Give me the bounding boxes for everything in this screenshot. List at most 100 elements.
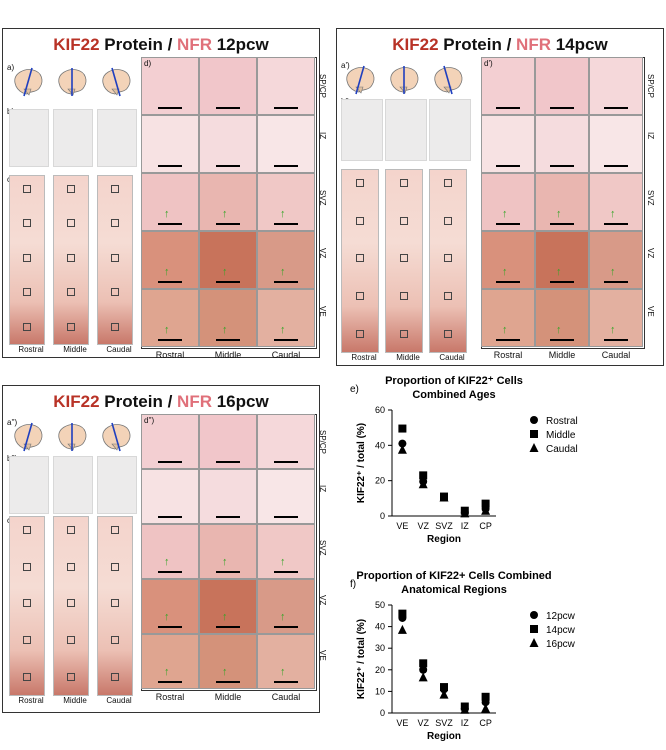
green-arrow: ↑ xyxy=(280,324,286,336)
zone-label: VZ xyxy=(318,594,327,605)
roi-box xyxy=(111,636,119,645)
scale-bar xyxy=(216,681,240,683)
roi-box xyxy=(356,179,364,187)
zone-label: VE xyxy=(646,306,655,317)
zone-label: SVZ xyxy=(318,190,327,206)
column-label: Rostral xyxy=(18,345,44,354)
chart-panel-label: f) xyxy=(350,579,356,590)
gene-name: KIF22 xyxy=(392,35,439,54)
y-tick-label: 40 xyxy=(375,622,385,632)
y-axis-label: KIF22⁺ / total (%) xyxy=(356,619,367,699)
legend-marker xyxy=(530,416,538,424)
zone-label: VE xyxy=(318,649,327,661)
image-cell xyxy=(481,115,535,173)
roi-box xyxy=(67,526,75,534)
data-point xyxy=(439,689,449,699)
green-arrow: ↑ xyxy=(280,611,286,623)
image-cell xyxy=(199,173,257,231)
scale-bar xyxy=(496,223,520,225)
column-label: Caudal xyxy=(106,345,132,354)
roi-box xyxy=(356,216,364,225)
scale-bar xyxy=(274,339,298,341)
scale-bar xyxy=(216,626,240,628)
label-a: a'') xyxy=(7,418,18,427)
green-arrow: ↑ xyxy=(502,266,508,278)
x-tick-label: SVZ xyxy=(435,718,453,728)
roi-box xyxy=(23,185,31,193)
brain-diagram xyxy=(99,67,133,97)
data-point xyxy=(398,609,407,618)
panel-14pcw: KIF22 Protein / NFR 14pcw a')b')c')d')Ro… xyxy=(336,28,664,366)
legend-label: Middle xyxy=(546,430,576,441)
legend-marker xyxy=(529,443,539,452)
scale-bar xyxy=(274,223,298,225)
title-mid: Protein / xyxy=(99,35,178,54)
roi-box xyxy=(444,329,452,338)
cortex-column xyxy=(341,169,379,353)
roi-box xyxy=(400,329,408,338)
green-arrow: ↑ xyxy=(556,208,562,220)
roi-box xyxy=(67,185,75,193)
image-cell xyxy=(199,524,257,579)
roi-box xyxy=(67,219,75,228)
stain-name: NFR xyxy=(516,35,551,54)
y-tick-label: 0 xyxy=(380,511,385,521)
y-tick-label: 40 xyxy=(375,440,385,450)
stain-name: NFR xyxy=(177,392,212,411)
scale-bar xyxy=(274,281,298,283)
chart-f-svg: f)Proportion of KIF22+ Cells Combined Ana… xyxy=(350,570,576,742)
scale-bar xyxy=(496,339,520,341)
scale-bar xyxy=(158,107,182,109)
green-arrow: ↑ xyxy=(164,324,170,336)
scale-bar xyxy=(550,107,574,109)
scale-bar xyxy=(216,461,240,463)
scale-bar xyxy=(216,223,240,225)
scale-bar xyxy=(496,281,520,283)
x-tick-label: VE xyxy=(396,521,408,531)
zone-label: VZ xyxy=(646,248,655,259)
scale-bar xyxy=(550,339,574,341)
data-point xyxy=(418,479,428,489)
green-arrow: ↑ xyxy=(610,208,616,220)
image-cell xyxy=(535,231,589,289)
x-tick-label: VZ xyxy=(417,718,429,728)
grid-column-label: Middle xyxy=(214,692,242,702)
zone-label: SVZ xyxy=(318,539,327,556)
data-point xyxy=(397,624,407,634)
roi-box xyxy=(111,185,119,193)
roi-box xyxy=(67,322,75,331)
green-arrow: ↑ xyxy=(280,266,286,278)
roi-box xyxy=(67,288,75,297)
column-label: Rostral xyxy=(351,353,377,362)
cortex-column xyxy=(385,169,423,353)
roi-box xyxy=(111,672,119,681)
gene-name: KIF22 xyxy=(53,35,100,54)
scale-bar xyxy=(158,223,182,225)
x-tick-label: IZ xyxy=(461,718,470,728)
zone-label: SP/CP xyxy=(646,74,655,99)
roi-box xyxy=(23,672,31,681)
section-image xyxy=(53,456,93,514)
brain-diagram xyxy=(387,65,421,95)
image-cell xyxy=(535,115,589,173)
label-d: d) xyxy=(144,59,152,68)
image-cell xyxy=(257,289,315,347)
y-tick-label: 10 xyxy=(375,686,385,696)
image-cell xyxy=(199,57,257,115)
scale-bar xyxy=(604,165,628,167)
scale-bar xyxy=(274,626,298,628)
scale-bar xyxy=(216,165,240,167)
green-arrow: ↑ xyxy=(610,266,616,278)
image-cell xyxy=(257,231,315,289)
roi-box xyxy=(444,292,452,301)
data-point xyxy=(440,683,448,692)
brain-diagram xyxy=(99,422,133,452)
grid-column-label: Rostral xyxy=(493,350,523,360)
title-mid: Protein / xyxy=(99,392,178,411)
panel-title: KIF22 Protein / NFR 12pcw xyxy=(3,35,319,55)
green-arrow: ↑ xyxy=(280,208,286,220)
cortex-column xyxy=(97,175,133,345)
scale-bar xyxy=(550,223,574,225)
chart-title: Proportion of KIF22+ Cells Combined xyxy=(356,570,551,582)
roi-box xyxy=(67,636,75,645)
